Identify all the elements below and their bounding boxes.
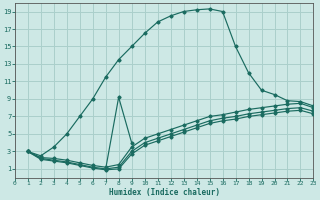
X-axis label: Humidex (Indice chaleur): Humidex (Indice chaleur) — [108, 188, 220, 197]
